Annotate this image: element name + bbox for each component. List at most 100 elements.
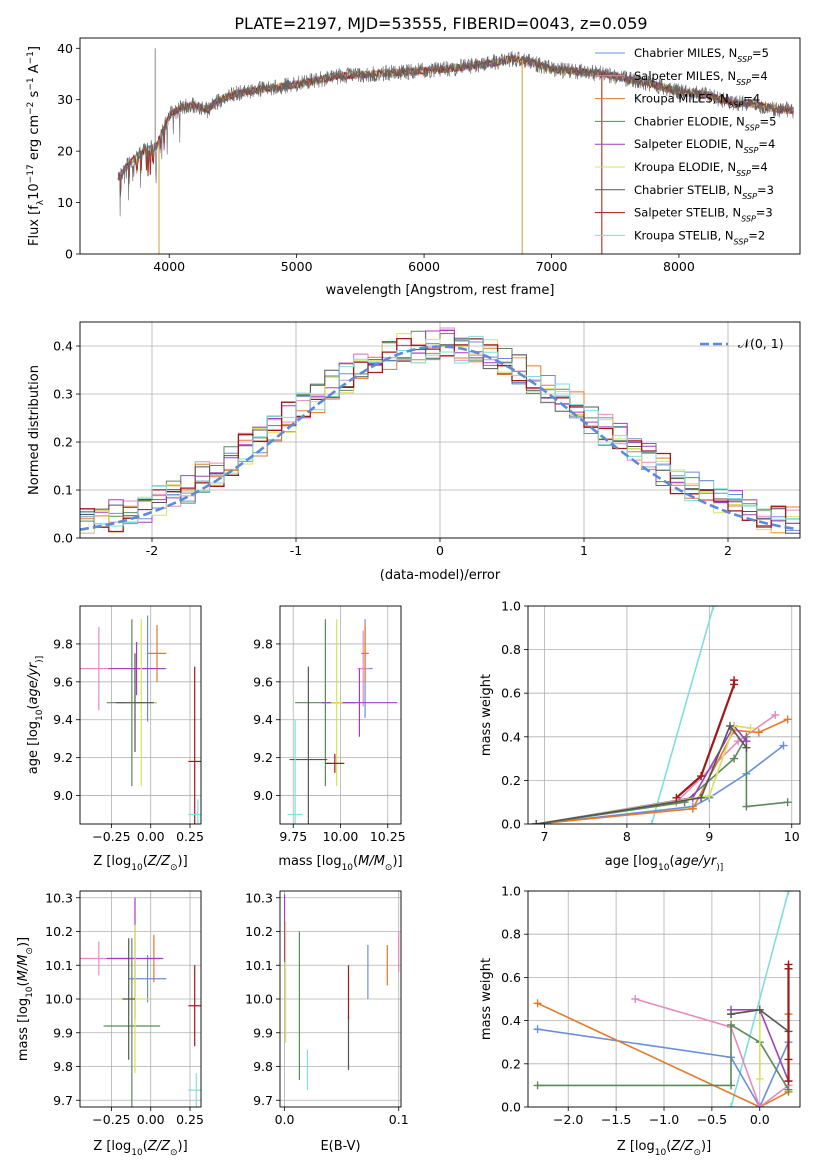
y-tick-label: 0.4 (501, 1013, 521, 1028)
y-tick-label: 0.3 (53, 387, 73, 402)
weight-line-chabrier-miles (537, 1028, 790, 1107)
y-tick-label: 0.0 (53, 531, 73, 546)
x-tick-label: −2.0 (553, 1112, 583, 1127)
y-tick-label: 9.9 (53, 1025, 73, 1040)
normal-curve (80, 345, 798, 531)
x-tick-label: 0.00 (137, 1112, 165, 1127)
y-tick-label: 9.6 (53, 674, 73, 689)
weight-marker-salpeter-stelib (784, 1055, 793, 1064)
x-tick-label: 0.0 (275, 1112, 295, 1127)
plot-area-residuals (80, 327, 800, 534)
y-tick-label: 10.0 (45, 992, 73, 1007)
weight-marker-kroupa-miles (783, 715, 792, 724)
x-axis-label: Z [log10(Z/Z⊙)] (93, 854, 187, 873)
x-axis-label: mass [log10(M/M⊙)] (278, 854, 402, 873)
x-axis-label: (data-model)/error (380, 568, 501, 583)
x-tick-label: 4000 (153, 259, 185, 274)
weight-marker-kroupa-elodie (755, 1074, 764, 1083)
weight-marker-chabrier-stelib (755, 1005, 764, 1014)
y-tick-label: 0.2 (501, 773, 521, 788)
x-tick-label: 8 (623, 829, 631, 844)
x-axis-label: E(B-V) (320, 1139, 360, 1154)
x-tick-label: 7000 (536, 259, 568, 274)
x-tick-label: 10 (784, 829, 800, 844)
plot-area-mass-vs-Z (80, 897, 201, 1107)
y-tick-label: 9.2 (53, 750, 73, 765)
axes-age-vs-mass: 9.75 10.00 10.25 9.0 9.2 9.4 9.6 9.8 (253, 605, 406, 844)
x-tick-label: −0.25 (92, 1112, 130, 1127)
legend-entry-kroupa-miles: Kroupa MILES, NSSP=4 (634, 92, 760, 110)
axes-residuals: -2 -1 0 1 2 0.0 0.1 0.2 0.3 0.4 𝒩(0, 1) (data-model… (27, 321, 801, 583)
axes-frame (279, 890, 402, 1108)
weight-line-kroupa-stelib (730, 891, 790, 1107)
x-tick-label: 6000 (408, 259, 440, 274)
weight-marker-salpeter-stelib (730, 676, 739, 685)
weight-marker-chabrier-elodie (727, 1020, 736, 1029)
x-tick-label: 7 (541, 829, 549, 844)
y-tick-label: 30 (57, 92, 73, 107)
legend-entry-chabrier-miles: Chabrier MILES, NSSP=5 (634, 46, 769, 64)
weight-marker-salpeter-stelib (697, 772, 706, 781)
legend-entry-salpeter-elodie: Salpeter ELODIE, NSSP=4 (634, 137, 775, 155)
legend-entry-chabrier-stelib: Chabrier STELIB, NSSP=3 (634, 183, 774, 201)
y-tick-label: 0.0 (501, 1100, 521, 1115)
weight-line-chabrier-elodie (536, 733, 788, 824)
spectrum-data-line (117, 50, 794, 217)
legend-entry-salpeter-stelib: Salpeter STELIB, NSSP=3 (634, 206, 773, 224)
histogram-kroupa-stelib (80, 335, 800, 527)
x-axis-label: age [log10(age/yr)] (605, 854, 723, 873)
weight-marker-salpeter-miles (771, 711, 780, 719)
x-tick-label: 0 (436, 543, 444, 558)
weight-line-kroupa-stelib (650, 606, 715, 824)
x-tick-label: 0.25 (176, 1112, 204, 1127)
legend-entry-chabrier-elodie: Chabrier ELODIE, NSSP=5 (634, 114, 776, 131)
y-tick-label: 9.7 (53, 1093, 73, 1108)
y-tick-label: 0.6 (501, 686, 521, 701)
axes-weight-vs-Z: −2.0 −1.5 −1.0 −0.5 0.0 0.0 0.2 0.4 0.6 0.8 1.0 mas… (479, 884, 801, 1127)
y-tick-label: 9.8 (253, 636, 273, 651)
y-tick-label: 0.8 (501, 927, 521, 942)
y-tick-label: 0.8 (501, 642, 521, 657)
y-tick-label: 9.0 (53, 788, 73, 803)
y-tick-label: 10.2 (245, 924, 273, 939)
x-tick-label: 1 (580, 543, 588, 558)
y-tick-label: 1.0 (501, 599, 521, 614)
weight-marker-chabrier-stelib (532, 820, 541, 824)
axes-frame (79, 890, 202, 1108)
y-tick-label: 10.2 (45, 924, 73, 939)
plot-area-age-vs-mass (287, 619, 398, 824)
axes-frame (527, 605, 801, 825)
weight-marker-chabrier-stelib (727, 1010, 736, 1019)
weight-marker-chabrier-miles (533, 1025, 542, 1034)
x-tick-label: -1 (290, 543, 302, 558)
y-tick-label: 20 (57, 144, 73, 159)
y-tick-label: 9.4 (53, 712, 73, 727)
x-tick-label: 9 (705, 829, 713, 844)
y-tick-label: 0.0 (501, 817, 521, 832)
x-tick-label: −1.5 (601, 1112, 631, 1127)
x-tick-label: 0.25 (176, 829, 204, 844)
weight-marker-kroupa-miles (688, 804, 697, 813)
axes-frame (79, 37, 801, 255)
weight-marker-chabrier-elodie (742, 802, 751, 811)
legend-entry-normal: 𝒩(0, 1) (738, 336, 784, 351)
axes-frame (279, 605, 402, 825)
x-tick-label: −0.5 (697, 1112, 727, 1127)
weight-marker-kroupa-stelib (647, 820, 656, 824)
weight-line-salpeter-miles (635, 998, 789, 1107)
weight-marker-chabrier-elodie (730, 754, 739, 763)
plot-area-weight-vs-age (532, 606, 792, 824)
y-tick-label: 10.3 (245, 890, 273, 905)
x-tick-label: 9.75 (279, 829, 307, 844)
plot-area-spectrum (117, 48, 794, 254)
y-tick-label: 9.8 (253, 1059, 273, 1074)
y-tick-label: 0.2 (501, 1056, 521, 1071)
weight-marker-chabrier-elodie (783, 798, 792, 807)
weight-marker-kroupa-miles (754, 728, 763, 737)
axes-spectrum: 4000 5000 6000 7000 8000 0 10 20 30 40 Chabrier MI… (57, 37, 801, 298)
y-tick-label: 40 (57, 41, 73, 56)
weight-marker-salpeter-miles (755, 1103, 764, 1107)
weight-marker-chabrier-elodie (727, 1081, 736, 1090)
